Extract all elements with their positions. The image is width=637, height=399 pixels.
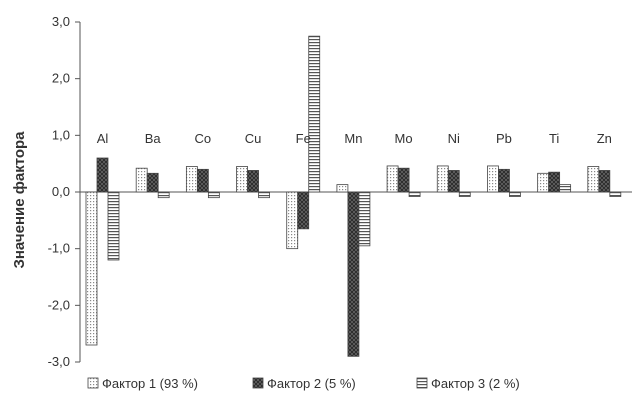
y-tick-label: -3,0 bbox=[48, 354, 70, 369]
bar-pb-factor-2 bbox=[498, 168, 510, 193]
legend-label-factor-3: Фактор 3 (2 %) bbox=[431, 376, 520, 391]
category-label-co: Co bbox=[195, 131, 212, 146]
bar-ni-factor-1 bbox=[436, 165, 449, 193]
bar-ti-factor-3 bbox=[559, 184, 572, 193]
bar-cu-factor-1 bbox=[236, 166, 248, 193]
bar-fe-factor-1 bbox=[286, 191, 299, 250]
bar-pb-factor-1 bbox=[487, 165, 499, 193]
bar-al-factor-3 bbox=[107, 191, 120, 261]
y-tick-label: 2,0 bbox=[52, 71, 70, 86]
category-label-fe: Fe bbox=[296, 131, 311, 146]
category-label-ti: Ti bbox=[549, 131, 559, 146]
y-tick-label: -1,0 bbox=[48, 241, 70, 256]
category-label-zn: Zn bbox=[597, 131, 612, 146]
bar-fe-factor-3 bbox=[308, 35, 321, 193]
bar-mo-factor-3 bbox=[408, 191, 421, 197]
bar-mn-factor-3 bbox=[358, 191, 371, 247]
legend-label-factor-2: Фактор 2 (5 %) bbox=[267, 376, 356, 391]
y-tick-label: 1,0 bbox=[52, 127, 70, 142]
bar-co-factor-1 bbox=[185, 166, 198, 193]
bar-ni-factor-3 bbox=[458, 191, 471, 197]
category-label-ni: Ni bbox=[448, 131, 460, 146]
bar-series-group bbox=[85, 35, 622, 357]
bar-fe-factor-2 bbox=[297, 191, 310, 230]
bar-mo-factor-2 bbox=[397, 167, 410, 193]
y-axis-title: Значение фактора bbox=[11, 131, 28, 269]
bar-zn-factor-1 bbox=[587, 166, 600, 193]
bar-ti-factor-1 bbox=[537, 172, 550, 193]
category-label-ba: Ba bbox=[145, 131, 162, 146]
bar-ti-factor-2 bbox=[548, 171, 561, 193]
legend-swatch-factor-2 bbox=[252, 377, 264, 389]
legend-swatch-factor-1 bbox=[87, 377, 99, 389]
category-label-pb: Pb bbox=[496, 131, 512, 146]
bar-co-factor-3 bbox=[207, 191, 220, 199]
bar-mn-factor-2 bbox=[347, 191, 360, 357]
legend-label-factor-1: Фактор 1 (93 %) bbox=[102, 376, 198, 391]
y-tick-label: 3,0 bbox=[52, 14, 70, 29]
bar-co-factor-2 bbox=[196, 168, 209, 193]
bar-mn-factor-1 bbox=[336, 184, 349, 193]
bar-ni-factor-2 bbox=[447, 170, 460, 193]
bar-ba-factor-1 bbox=[135, 167, 148, 193]
y-axis-ticks: 3,0 2,0 1,0 0,0 -1,0 -2,0 -3,0 bbox=[48, 14, 80, 369]
bar-zn-factor-3 bbox=[609, 191, 622, 197]
bar-al-factor-1 bbox=[85, 191, 98, 346]
legend-swatch-factor-3 bbox=[416, 377, 428, 389]
category-label-cu: Cu bbox=[245, 131, 262, 146]
y-tick-label: -2,0 bbox=[48, 297, 70, 312]
bar-cu-factor-3 bbox=[258, 191, 270, 199]
bar-ba-factor-3 bbox=[157, 191, 170, 199]
bar-pb-factor-3 bbox=[509, 191, 521, 197]
category-labels: Al Ba Co Cu Fe Mn Mo Ni Pb Ti Zn bbox=[97, 131, 612, 146]
bar-ba-factor-2 bbox=[146, 172, 159, 193]
bar-al-factor-2 bbox=[96, 157, 109, 193]
category-label-mo: Mo bbox=[395, 131, 413, 146]
bar-mo-factor-1 bbox=[386, 165, 399, 193]
category-label-mn: Mn bbox=[344, 131, 362, 146]
y-tick-label: 0,0 bbox=[52, 184, 70, 199]
legend: Фактор 1 (93 %) Фактор 2 (5 %) Фактор 3 (2… bbox=[87, 376, 520, 391]
category-label-al: Al bbox=[97, 131, 109, 146]
bar-cu-factor-2 bbox=[247, 170, 259, 193]
bar-zn-factor-2 bbox=[598, 170, 611, 193]
